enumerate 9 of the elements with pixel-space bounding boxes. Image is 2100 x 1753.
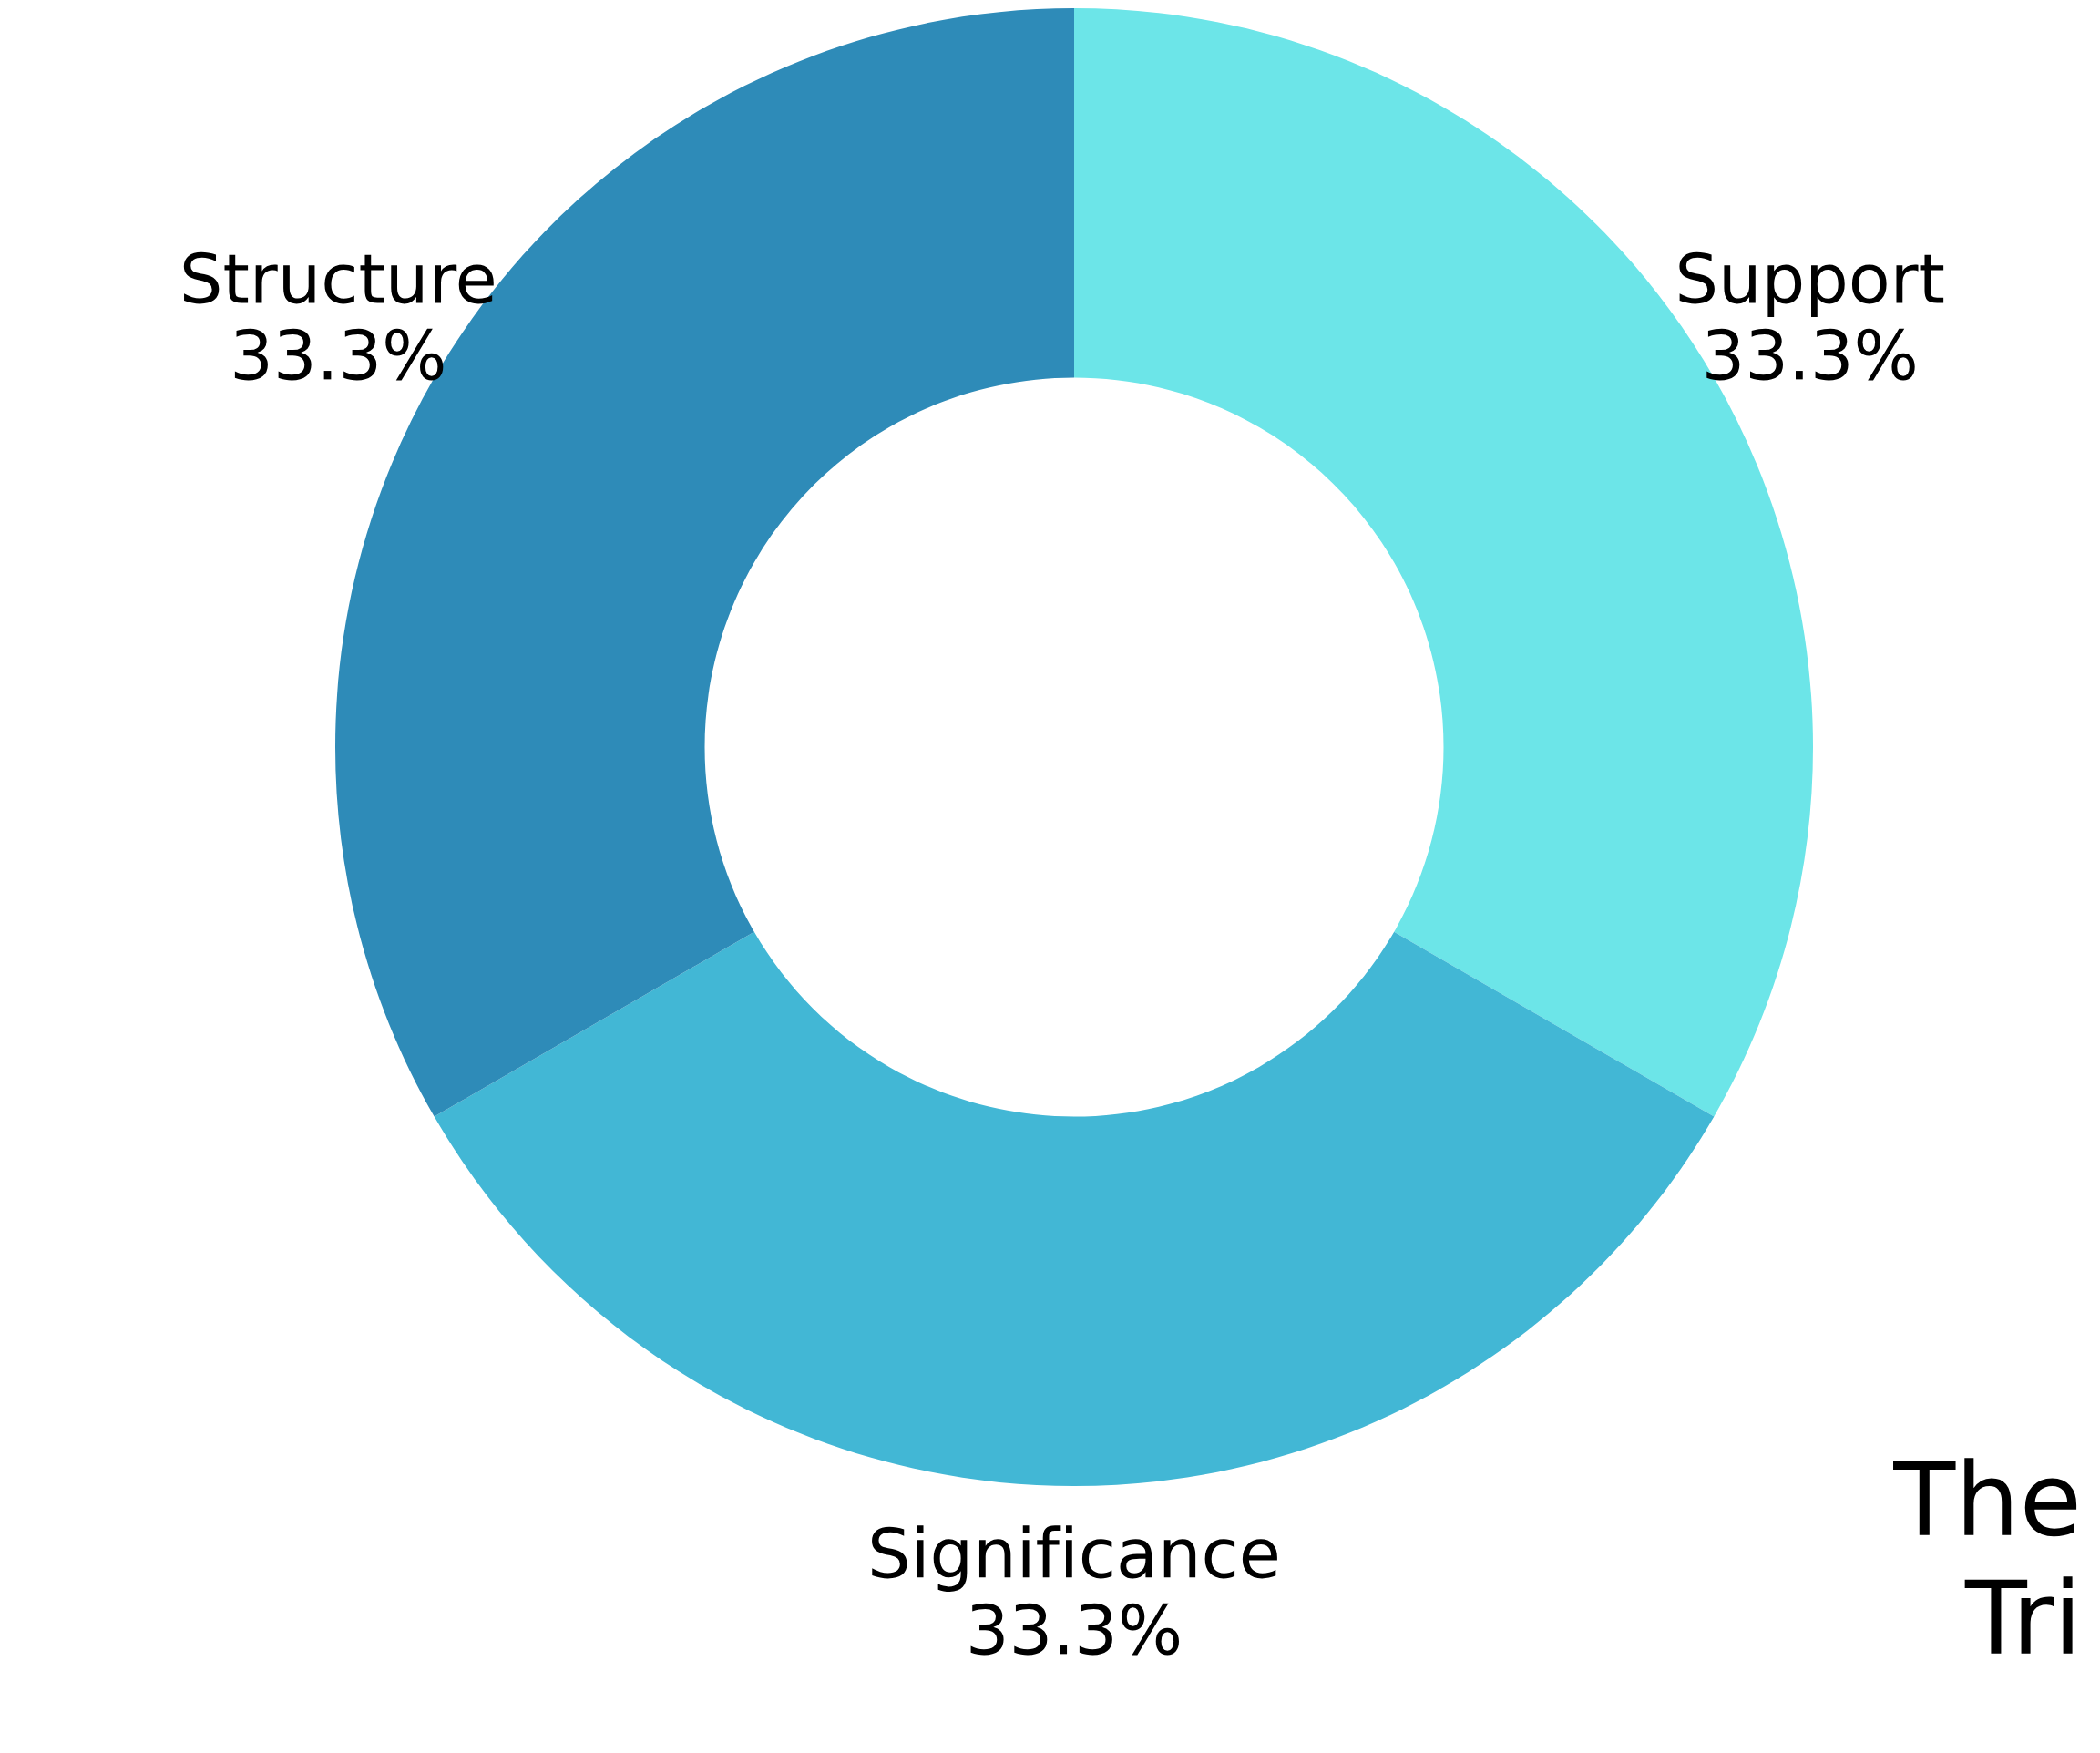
text: The: [1893, 1458, 2077, 1537]
text: Tri: [1964, 1576, 2073, 1654]
data-label: 33.3%: [234, 328, 444, 381]
slice-label: Support: [1679, 251, 1944, 317]
donut-slice: [434, 931, 1715, 1486]
slice-label: Structure: [183, 251, 494, 304]
slice-label: Significance: [872, 1525, 1277, 1592]
data-label: 33.3%: [1706, 328, 1915, 381]
data-label: 33.3%: [970, 1603, 1179, 1656]
